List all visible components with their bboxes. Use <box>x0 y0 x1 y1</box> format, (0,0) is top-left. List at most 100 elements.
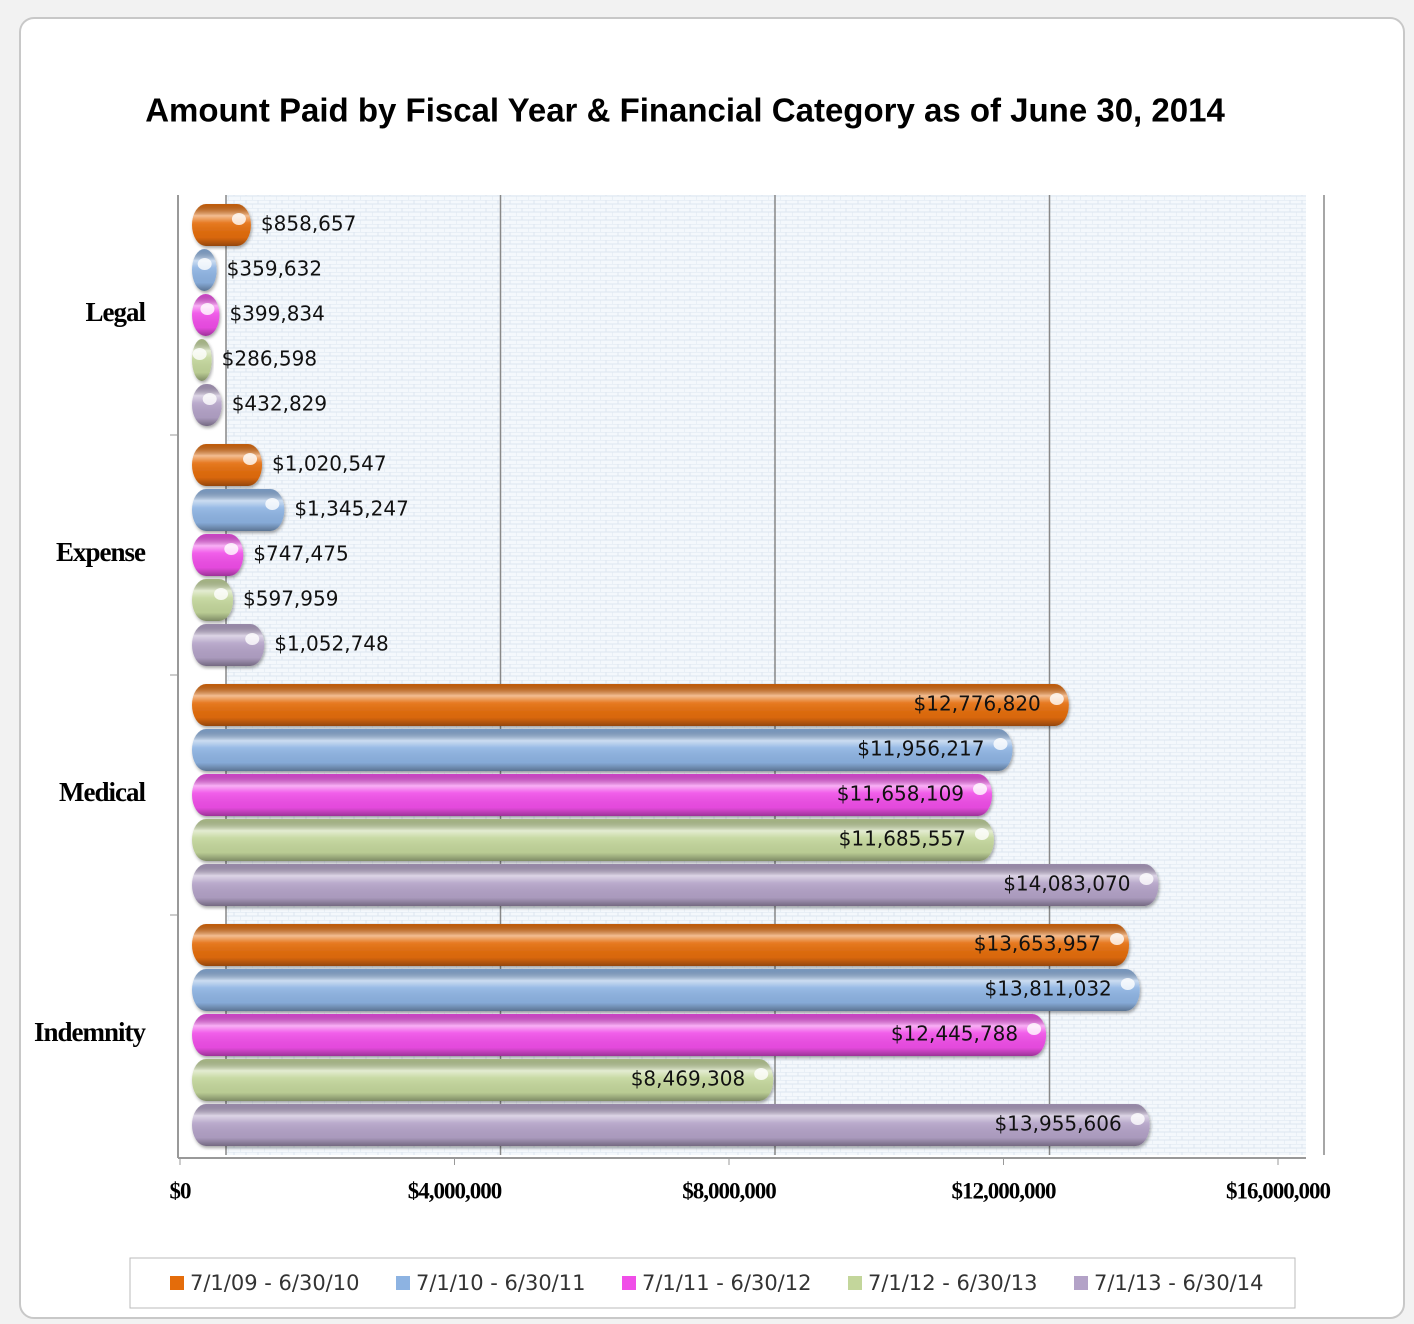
value-label: $12,445,788 <box>891 1022 1018 1046</box>
bar <box>192 1014 1047 1056</box>
value-label: $286,598 <box>222 347 317 371</box>
value-label: $1,020,547 <box>272 452 387 476</box>
bar <box>192 579 234 621</box>
bar-shine <box>192 534 244 576</box>
legend <box>129 1257 1296 1309</box>
bar <box>192 339 212 381</box>
bar <box>192 774 993 816</box>
bar-shine <box>192 444 263 486</box>
bar-shine <box>192 249 217 291</box>
bar-cap <box>224 543 239 555</box>
bar-shine <box>192 969 1140 1011</box>
value-label: $359,632 <box>227 257 322 281</box>
bar <box>192 204 251 246</box>
bar-shine <box>192 294 220 336</box>
bar <box>192 684 1069 726</box>
bar <box>192 729 1013 771</box>
bar-cap <box>1027 1023 1042 1035</box>
value-label: $11,956,217 <box>857 737 984 761</box>
value-label: $14,083,070 <box>1003 872 1130 896</box>
x-tick-label: $4,000,000 <box>408 1178 502 1203</box>
bar <box>192 534 244 576</box>
value-label: $858,657 <box>261 212 356 236</box>
legend-swatch <box>848 1276 862 1290</box>
legend-swatch <box>396 1276 410 1290</box>
value-label: $13,811,032 <box>985 977 1112 1001</box>
legend-swatch <box>1074 1276 1088 1290</box>
bar <box>192 819 994 861</box>
bar-shine <box>192 864 1159 906</box>
value-label: $432,829 <box>232 392 327 416</box>
bar-cap <box>973 783 988 795</box>
bar-shine <box>192 819 994 861</box>
bar-shine <box>192 684 1069 726</box>
bar-cap <box>202 393 217 405</box>
bar-shine <box>192 729 1013 771</box>
bar-shine <box>192 384 222 426</box>
bar-cap <box>1049 693 1064 705</box>
bar-cap <box>1110 933 1125 945</box>
value-label: $11,685,557 <box>839 827 966 851</box>
bar-shine <box>192 1059 774 1101</box>
bar <box>192 924 1130 966</box>
bar-cap <box>993 738 1008 750</box>
value-label: $8,469,308 <box>631 1067 746 1091</box>
bar-shine <box>192 579 234 621</box>
bar-cap <box>245 633 260 645</box>
bar <box>192 624 265 666</box>
value-label: $597,959 <box>243 587 338 611</box>
bar-cap <box>243 453 258 465</box>
category-label: Medical <box>59 777 146 807</box>
bar-cap <box>1120 978 1135 990</box>
bar-cap <box>754 1068 769 1080</box>
bar-cap <box>200 303 215 315</box>
bar <box>192 294 220 336</box>
legend-swatch <box>622 1276 636 1290</box>
value-label: $1,345,247 <box>294 497 409 521</box>
legend-label: 7/1/10 - 6/30/11 <box>416 1271 585 1295</box>
x-tick-label: $12,000,000 <box>952 1178 1057 1203</box>
bar <box>192 489 285 531</box>
category-label: Legal <box>86 297 147 327</box>
legend-swatch <box>170 1276 184 1290</box>
bar-cap <box>1130 1113 1145 1125</box>
bar <box>192 864 1159 906</box>
x-tick-label: $0 <box>170 1178 192 1203</box>
bar <box>192 249 217 291</box>
category-label: Expense <box>56 537 146 567</box>
x-tick-label: $8,000,000 <box>682 1178 776 1203</box>
bar-cap <box>1139 873 1154 885</box>
bar-cap <box>974 828 989 840</box>
bar-shine <box>192 1014 1047 1056</box>
bar-cap <box>192 348 207 360</box>
legend-label: 7/1/09 - 6/30/10 <box>190 1271 359 1295</box>
chart-title: Amount Paid by Fiscal Year & Financial C… <box>145 92 1225 129</box>
value-label: $11,658,109 <box>837 782 964 806</box>
bar-shine <box>192 624 265 666</box>
legend-label: 7/1/12 - 6/30/13 <box>868 1271 1037 1295</box>
bar-cap <box>265 498 280 510</box>
legend-label: 7/1/11 - 6/30/12 <box>642 1271 811 1295</box>
value-label: $13,955,606 <box>994 1112 1121 1136</box>
bar <box>192 969 1140 1011</box>
category-label: Indemnity <box>34 1017 147 1047</box>
value-label: $13,653,957 <box>974 932 1101 956</box>
bar-shine <box>192 489 285 531</box>
x-tick-label: $16,000,000 <box>1226 1178 1331 1203</box>
bar-shine <box>192 774 993 816</box>
bar <box>192 444 263 486</box>
bar-shine <box>192 924 1130 966</box>
value-label: $399,834 <box>229 302 324 326</box>
bar <box>192 384 222 426</box>
bar-shine <box>192 204 251 246</box>
bar-cap <box>197 258 212 270</box>
legend-label: 7/1/13 - 6/30/14 <box>1094 1271 1263 1295</box>
value-label: $747,475 <box>253 542 348 566</box>
bar <box>192 1059 774 1101</box>
value-label: $12,776,820 <box>914 692 1041 716</box>
bar-cap <box>214 588 229 600</box>
bar-shine <box>192 339 212 381</box>
value-label: $1,052,748 <box>274 632 389 656</box>
bar <box>192 1104 1150 1146</box>
